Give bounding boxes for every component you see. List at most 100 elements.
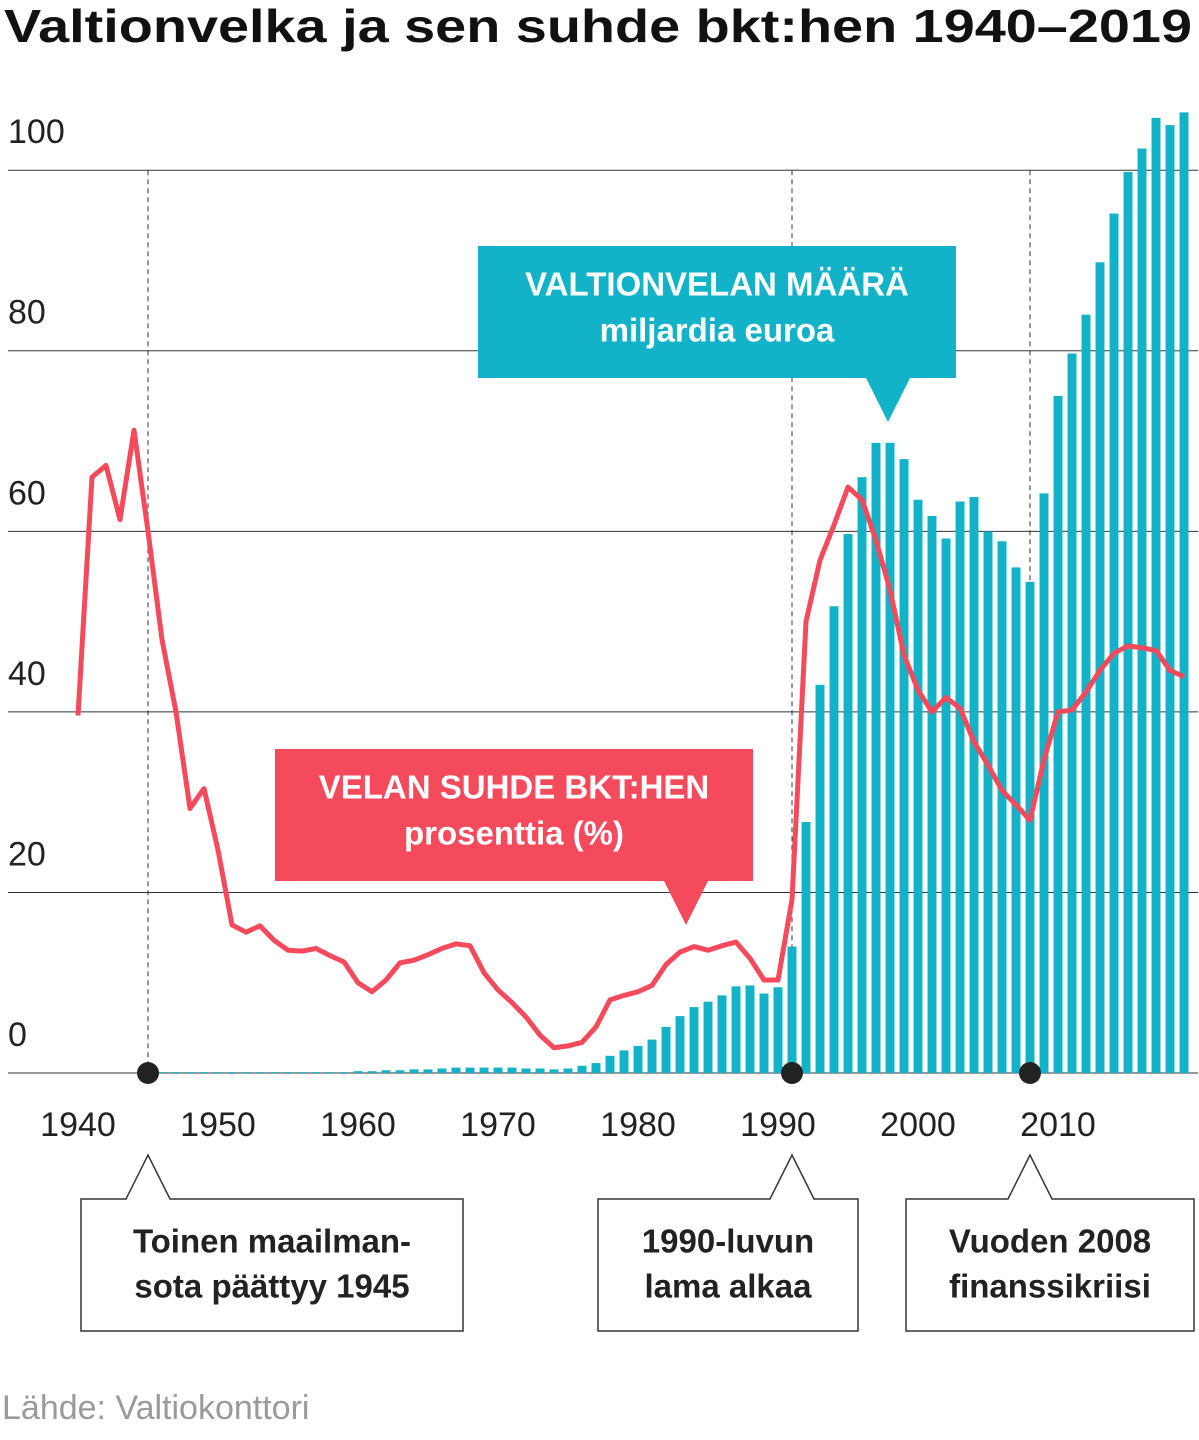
bar xyxy=(801,822,811,1073)
bar xyxy=(297,1072,307,1073)
bar xyxy=(577,1065,587,1073)
x-tick-label: 2010 xyxy=(1020,1106,1096,1144)
chart-title: Valtionvelka ja sen suhde bkt:hen 1940–2… xyxy=(4,0,1192,52)
bar xyxy=(479,1067,489,1073)
bar xyxy=(1151,117,1161,1074)
bar xyxy=(997,541,1007,1073)
bar xyxy=(605,1055,615,1073)
bar xyxy=(1123,172,1133,1074)
bar xyxy=(899,459,909,1073)
bar xyxy=(269,1072,279,1073)
bar xyxy=(633,1045,643,1073)
bar xyxy=(227,1072,237,1073)
event-dot xyxy=(781,1062,803,1084)
source: Lähde: Valtiokonttori xyxy=(2,1389,309,1427)
bar xyxy=(591,1063,601,1073)
bar xyxy=(773,987,783,1073)
bar xyxy=(185,1072,195,1073)
legend-unit: prosenttia (%) xyxy=(404,815,624,852)
bar xyxy=(199,1072,209,1073)
bar xyxy=(367,1071,377,1073)
bar xyxy=(843,534,853,1073)
bar xyxy=(1165,125,1175,1073)
bar xyxy=(395,1070,405,1073)
bar xyxy=(381,1070,391,1073)
callout-text: Toinen maailman- xyxy=(133,1223,411,1260)
bar xyxy=(661,1026,671,1073)
bar xyxy=(409,1069,419,1073)
bar xyxy=(507,1067,517,1073)
legend-unit: miljardia euroa xyxy=(600,312,835,349)
bar xyxy=(927,515,937,1073)
bar xyxy=(339,1072,349,1073)
bar xyxy=(857,477,867,1073)
y-tick-label: 80 xyxy=(8,294,46,332)
legend-name: VELAN SUHDE BKT:HEN xyxy=(319,769,710,806)
callout-text: 1990-luvun xyxy=(642,1223,814,1260)
bar xyxy=(619,1050,629,1073)
bar xyxy=(969,497,979,1073)
bar xyxy=(1137,148,1147,1073)
bar xyxy=(521,1068,531,1073)
bar xyxy=(157,1072,167,1073)
bar xyxy=(451,1067,461,1073)
legend-name: VALTIONVELAN MÄÄRÄ xyxy=(525,266,909,303)
callout-text: sota päättyy 1945 xyxy=(134,1268,409,1305)
bar xyxy=(493,1067,503,1073)
line xyxy=(75,427,1186,1051)
bar xyxy=(829,606,839,1073)
bar xyxy=(1067,353,1077,1073)
callout-text: lama alkaa xyxy=(645,1268,813,1305)
bar xyxy=(311,1072,321,1073)
event-dot xyxy=(1019,1062,1041,1084)
bar xyxy=(787,946,797,1073)
series-label-box xyxy=(275,749,753,925)
bar xyxy=(325,1072,335,1073)
x-tick-label: 1980 xyxy=(600,1106,676,1144)
callout-box xyxy=(597,1153,859,1332)
bar xyxy=(941,538,951,1073)
bar xyxy=(1053,395,1063,1073)
series-label-box xyxy=(478,246,956,422)
bar xyxy=(1039,493,1049,1073)
callout-box xyxy=(80,1153,464,1332)
bar xyxy=(675,1016,685,1073)
y-tick-label: 20 xyxy=(8,835,46,873)
bar xyxy=(871,442,881,1073)
bar xyxy=(983,531,993,1073)
bar xyxy=(423,1069,433,1073)
bar xyxy=(647,1039,657,1073)
bar xyxy=(353,1071,363,1073)
x-tick-label: 1960 xyxy=(320,1106,396,1144)
bar xyxy=(731,986,741,1073)
bar xyxy=(1109,213,1119,1074)
bar xyxy=(1011,567,1021,1073)
bar xyxy=(1179,112,1189,1074)
y-tick-label: 100 xyxy=(8,113,65,151)
bar xyxy=(689,1007,699,1073)
bar xyxy=(717,995,727,1073)
callout-box xyxy=(905,1153,1195,1332)
bar xyxy=(955,501,965,1073)
bar xyxy=(171,1072,181,1073)
bar xyxy=(815,684,825,1073)
bar xyxy=(549,1069,559,1073)
bar xyxy=(241,1072,251,1073)
bar xyxy=(563,1068,573,1073)
bar xyxy=(885,442,895,1073)
bar xyxy=(913,499,923,1074)
callout-text: Vuoden 2008 xyxy=(949,1223,1151,1260)
event-dot xyxy=(137,1062,159,1084)
bar xyxy=(745,985,755,1073)
bar xyxy=(535,1068,545,1073)
bar xyxy=(437,1068,447,1073)
x-tick-label: 1950 xyxy=(180,1106,256,1144)
bar xyxy=(255,1072,265,1073)
bar xyxy=(1025,581,1035,1073)
bar xyxy=(283,1072,293,1073)
callout-text: finanssikriisi xyxy=(949,1268,1151,1305)
bar xyxy=(213,1072,223,1073)
x-tick-label: 2000 xyxy=(880,1106,956,1144)
bar xyxy=(759,993,769,1073)
